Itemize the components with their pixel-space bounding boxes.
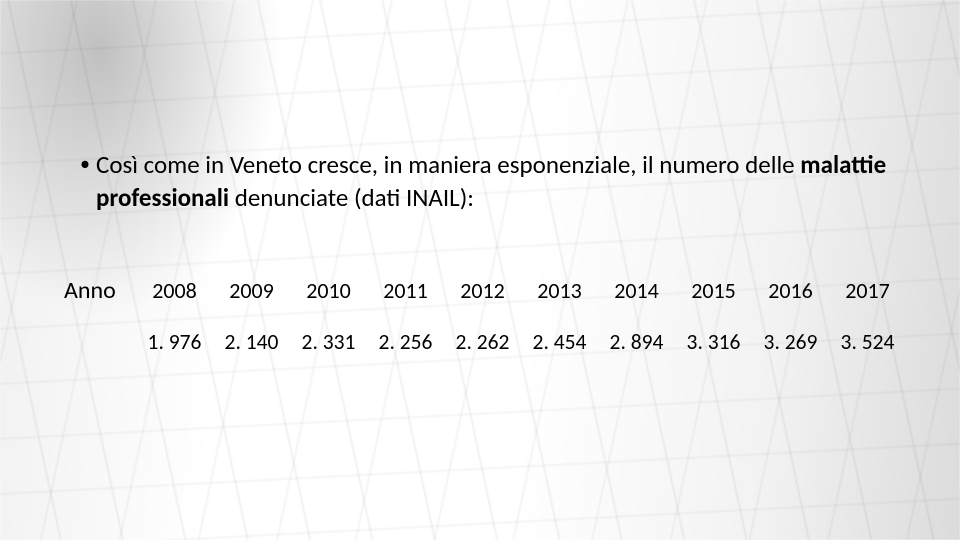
table-cell-value: 3. 269 — [752, 315, 829, 365]
bullet-text-after: denunciate (dati INAIL): — [229, 182, 474, 213]
data-table: Anno 2008 2009 2010 2011 2012 2013 2014 … — [62, 268, 906, 365]
table-row-values: 1. 976 2. 140 2. 331 2. 256 2. 262 2. 45… — [62, 315, 906, 365]
table-cell-year: 2012 — [444, 268, 521, 315]
table-cell-year: 2015 — [675, 268, 752, 315]
table-cell-value: 3. 316 — [675, 315, 752, 365]
table-row-label-empty — [62, 315, 136, 365]
table-cell-value: 2. 262 — [444, 315, 521, 365]
table-row-years: Anno 2008 2009 2010 2011 2012 2013 2014 … — [62, 268, 906, 315]
data-table-wrap: Anno 2008 2009 2010 2011 2012 2013 2014 … — [62, 268, 900, 365]
table-cell-year: 2010 — [290, 268, 367, 315]
table-row-label: Anno — [62, 268, 136, 315]
table-cell-value: 2. 256 — [367, 315, 444, 365]
table-cell-year: 2008 — [136, 268, 213, 315]
table-cell-year: 2013 — [521, 268, 598, 315]
table-cell-value: 2. 894 — [598, 315, 675, 365]
bullet-text: Così come in Veneto cresce, in maniera e… — [96, 148, 900, 214]
table-cell-value: 2. 140 — [213, 315, 290, 365]
table-cell-year: 2009 — [213, 268, 290, 315]
bullet-marker: • — [76, 148, 96, 214]
table-cell-year: 2016 — [752, 268, 829, 315]
bullet-item: • Così come in Veneto cresce, in maniera… — [76, 148, 900, 214]
table-cell-year: 2014 — [598, 268, 675, 315]
table-cell-year: 2011 — [367, 268, 444, 315]
table-cell-value: 3. 524 — [829, 315, 906, 365]
table-cell-value: 2. 454 — [521, 315, 598, 365]
slide-content: • Così come in Veneto cresce, in maniera… — [0, 0, 960, 540]
table-cell-year: 2017 — [829, 268, 906, 315]
table-cell-value: 2. 331 — [290, 315, 367, 365]
bullet-text-before: Così come in Veneto cresce, in maniera e… — [96, 149, 800, 180]
table-cell-value: 1. 976 — [136, 315, 213, 365]
